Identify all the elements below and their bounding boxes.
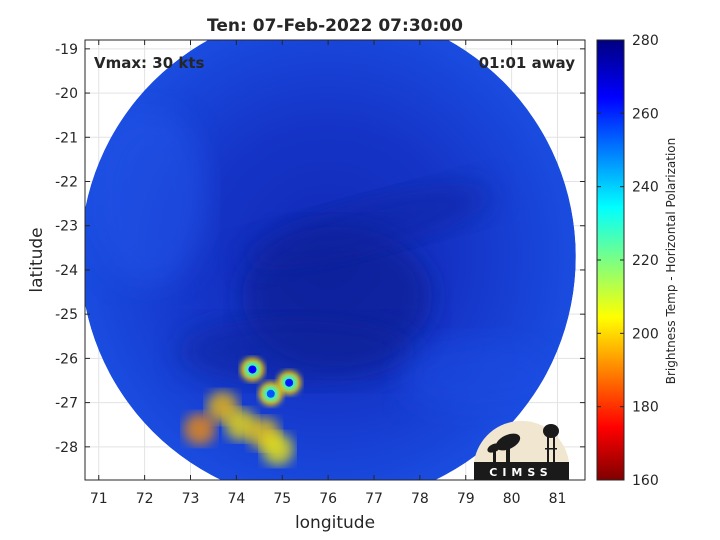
y-axis-ticks: -19 -20 -21 -22 -23 -24 -25 -26 -27 -28 (55, 42, 585, 456)
colorbar-tick-label: 220 (632, 253, 659, 269)
x-axis-label: longitude (295, 513, 375, 533)
warm-region (398, 336, 559, 417)
spiral-band (241, 183, 494, 270)
x-tick-label: 75 (273, 491, 291, 507)
chart-title: Ten: 07-Feb-2022 07:30:00 (207, 16, 463, 36)
x-tick-label: 80 (503, 491, 521, 507)
cimss-logo-text: CIMSS (489, 466, 552, 479)
colorbar-tick-label: 200 (632, 326, 659, 342)
cold-cell-core (285, 378, 294, 387)
y-tick-label: -25 (55, 307, 78, 323)
rain-band-cell (261, 433, 294, 466)
x-tick-label: 73 (182, 491, 200, 507)
colorbar-label: Brightness Temp - Horizontal Polarizatio… (664, 138, 678, 385)
brightness-texture (88, 106, 559, 417)
swath-layer (85, 40, 576, 480)
y-tick-label: -24 (55, 263, 78, 279)
vmax-annotation: Vmax: 30 kts (94, 54, 204, 72)
rain-band-cell (183, 413, 216, 446)
x-tick-label: 77 (365, 491, 383, 507)
warm-region (88, 106, 209, 287)
colorbar-tick-label: 180 (632, 400, 659, 416)
satellite-dish-icon (487, 433, 521, 462)
rain-band-cells (183, 391, 294, 466)
y-tick-label: -22 (55, 175, 78, 191)
colorbar-tick-label: 160 (632, 473, 659, 489)
x-tick-label: 78 (411, 491, 429, 507)
cold-cell-core (266, 389, 275, 398)
colorbar-tick-label: 260 (632, 106, 659, 122)
cimss-logo: CIMSS (474, 420, 569, 480)
spiral-band (177, 316, 418, 387)
x-tick-label: 74 (227, 491, 245, 507)
y-tick-label: -21 (55, 130, 78, 146)
water-tower-icon (543, 424, 559, 462)
x-tick-label: 81 (549, 491, 567, 507)
y-tick-label: -19 (55, 42, 78, 58)
colorbar-ticks: 160 180 200 220 240 260 280 (597, 33, 659, 489)
x-tick-label: 76 (319, 491, 337, 507)
y-tick-label: -23 (55, 219, 78, 235)
y-tick-label: -27 (55, 396, 78, 412)
x-tick-label: 71 (90, 491, 108, 507)
colorbar (596, 39, 625, 481)
time-away-annotation: 01:01 away (479, 54, 576, 72)
cold-cell-core (248, 365, 257, 374)
y-axis-label: latitude (27, 227, 47, 292)
x-axis-ticks: 71 72 73 74 75 76 77 78 79 80 81 (90, 40, 567, 507)
y-tick-label: -28 (55, 440, 78, 456)
cold-convective-cells (240, 357, 302, 406)
y-tick-label: -20 (55, 86, 78, 102)
x-tick-label: 79 (457, 491, 475, 507)
colorbar-tick-label: 280 (632, 33, 659, 49)
y-tick-label: -26 (55, 351, 78, 367)
colorbar-tick-label: 240 (632, 180, 659, 196)
x-tick-label: 72 (136, 491, 154, 507)
plot-frame (84, 39, 586, 481)
